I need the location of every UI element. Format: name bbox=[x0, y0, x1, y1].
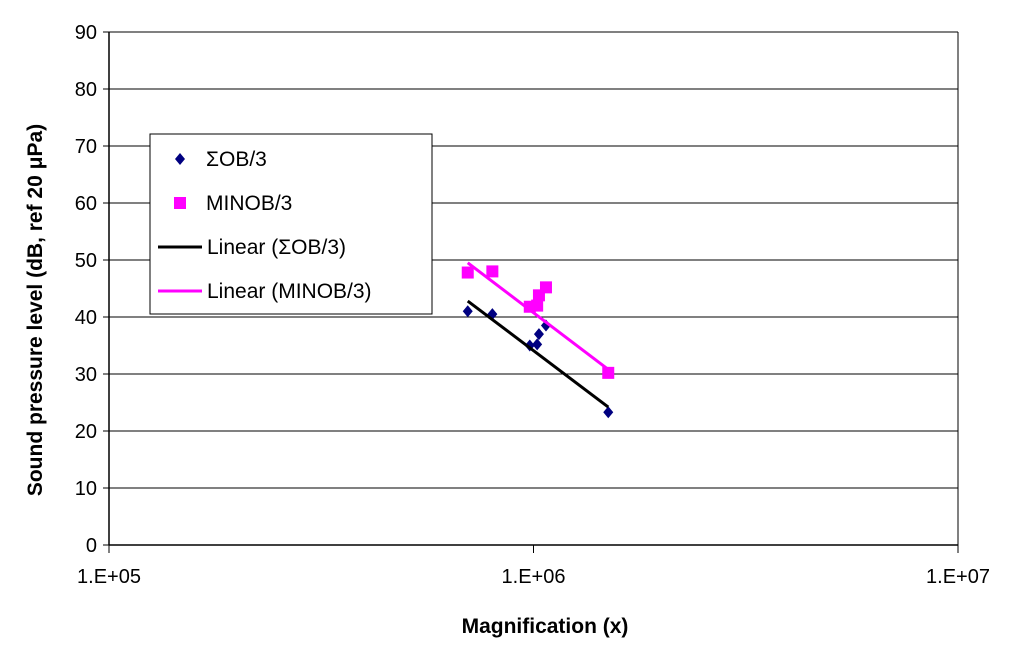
y-tick-label-10: 10 bbox=[75, 478, 97, 500]
series-3 bbox=[466, 261, 610, 371]
legend-entry-1: MINOB/3 bbox=[174, 192, 292, 215]
x-axis-title: Magnification (x) bbox=[462, 615, 629, 638]
legend-label-0: ΣOB/3 bbox=[206, 148, 267, 171]
point-0-4 bbox=[533, 328, 544, 341]
x-tick-label-1: 1.E+06 bbox=[502, 566, 566, 588]
trendline-2 bbox=[466, 299, 610, 409]
point-1-6 bbox=[602, 366, 615, 379]
legend-label-2: Linear (ΣOB/3) bbox=[207, 236, 346, 259]
data-series bbox=[461, 261, 615, 419]
y-tick-label-20: 20 bbox=[75, 421, 97, 443]
x-tick-label-0: 1.E+05 bbox=[77, 566, 141, 588]
legend-entry-0: ΣOB/3 bbox=[175, 148, 267, 171]
trendline-3 bbox=[466, 261, 610, 371]
point-0-3 bbox=[532, 338, 543, 351]
point-1-0 bbox=[461, 266, 474, 279]
point-0-0 bbox=[462, 305, 473, 318]
y-tick-label-0: 0 bbox=[86, 535, 97, 557]
y-tick-label-40: 40 bbox=[75, 307, 97, 329]
legend-entry-3: Linear (MINOB/3) bbox=[158, 280, 372, 303]
y-tick-label-50: 50 bbox=[75, 250, 97, 272]
legend-swatch-1 bbox=[174, 197, 186, 209]
y-tick-label-90: 90 bbox=[75, 22, 97, 44]
legend-box bbox=[149, 133, 433, 315]
point-0-6 bbox=[603, 406, 614, 419]
legend-label-3: Linear (MINOB/3) bbox=[207, 280, 372, 303]
legend-swatch-0 bbox=[175, 153, 185, 165]
y-tick-label-80: 80 bbox=[75, 79, 97, 101]
series-0 bbox=[462, 305, 614, 419]
legend-label-1: MINOB/3 bbox=[206, 192, 292, 215]
y-tick-label-60: 60 bbox=[75, 193, 97, 215]
y-tick-label-70: 70 bbox=[75, 136, 97, 158]
series-1 bbox=[461, 265, 615, 379]
series-2 bbox=[466, 299, 610, 409]
y-axis-title: Sound pressure level (dB, ref 20 μPa) bbox=[24, 124, 47, 496]
point-1-1 bbox=[486, 265, 499, 278]
y-tick-label-30: 30 bbox=[75, 364, 97, 386]
x-tick-label-2: 1.E+07 bbox=[926, 566, 990, 588]
legend: ΣOB/3 MINOB/3 Linear (ΣOB/3) Linear (MINOB/… bbox=[149, 133, 433, 315]
point-1-5 bbox=[539, 281, 552, 294]
x-axis-ticks: 1.E+05 1.E+06 1.E+07 bbox=[77, 545, 990, 588]
legend-entry-2: Linear (ΣOB/3) bbox=[158, 236, 346, 259]
point-1-3 bbox=[531, 299, 544, 312]
y-axis-ticks: 0 10 20 30 40 50 60 70 80 90 bbox=[75, 22, 109, 557]
